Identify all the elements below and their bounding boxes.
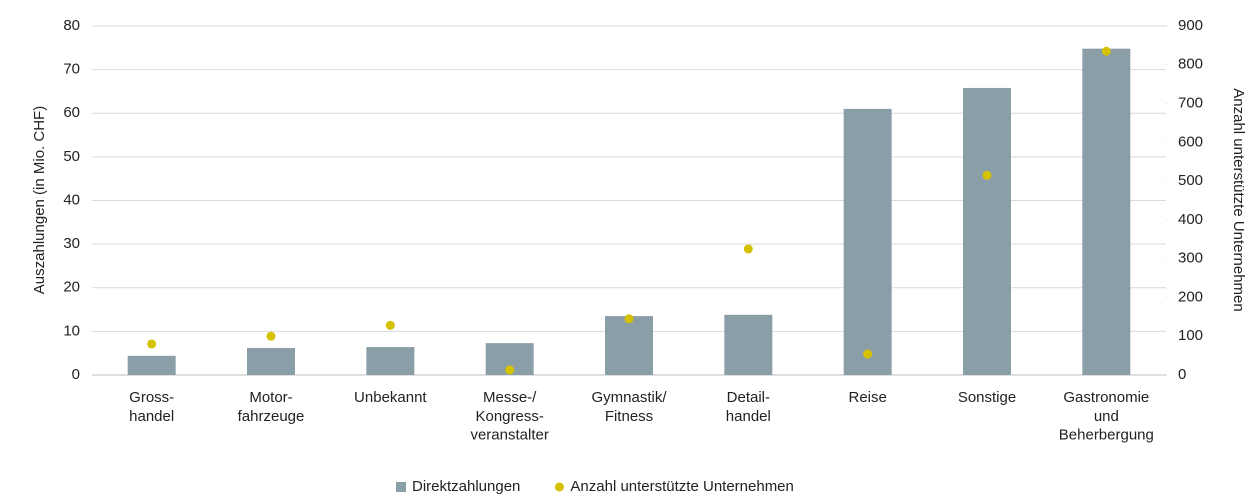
bar	[963, 87, 1011, 375]
dot	[982, 170, 992, 180]
x-tick-label: Unbekannt	[354, 389, 427, 406]
y2-tick-label: 800	[1178, 56, 1203, 73]
legend-swatch	[554, 482, 564, 492]
x-tick-label: Reise	[848, 389, 886, 406]
y-axis-title: Auszahlungen (in Mio. CHF)	[31, 106, 48, 294]
dot	[385, 320, 395, 330]
bar	[127, 355, 176, 375]
legend-swatch	[396, 482, 406, 492]
dot	[505, 365, 515, 375]
dot	[1101, 46, 1111, 56]
y-tick-label: 30	[63, 235, 80, 252]
x-tick-label: Sonstige	[958, 389, 1016, 406]
bar	[247, 347, 295, 375]
y-tick-label: 80	[63, 17, 80, 34]
legend-label: Anzahl unterstützte Unternehmen	[570, 478, 793, 495]
y2-tick-label: 0	[1178, 366, 1186, 383]
y-tick-label: 40	[63, 191, 80, 208]
y-tick-label: 10	[63, 322, 80, 339]
x-tick-label: Motor-fahrzeuge	[238, 389, 305, 425]
bar	[724, 314, 773, 375]
bar	[366, 347, 415, 375]
y-tick-label: 60	[63, 104, 80, 121]
y2-tick-label: 400	[1178, 211, 1203, 228]
legend-label: Direktzahlungen	[412, 478, 520, 495]
dot	[266, 331, 276, 341]
bar	[1082, 48, 1131, 376]
y2-tick-label: 500	[1178, 172, 1203, 189]
y-tick-label: 70	[63, 61, 80, 78]
dot	[624, 314, 634, 324]
y-tick-label: 20	[63, 279, 80, 296]
dot	[147, 339, 157, 349]
dot	[743, 244, 753, 254]
x-tick-label: Gastronomie und Beherbergung	[1059, 389, 1154, 444]
y2-tick-label: 200	[1178, 288, 1203, 305]
x-tick-label: Detail-handel	[726, 389, 771, 425]
y2-tick-label: 700	[1178, 95, 1203, 112]
x-tick-label: Gymnastik/Fitness	[591, 389, 667, 425]
y2-tick-label: 100	[1178, 327, 1203, 344]
dot	[863, 349, 873, 359]
bar	[843, 108, 892, 375]
y2-tick-label: 900	[1178, 17, 1203, 34]
x-tick-label: Gross-handel	[129, 389, 174, 425]
y2-axis-title: Anzahl unterstützte Unternehmen	[1230, 88, 1247, 311]
x-tick-label: Messe-/Kongress-veranstalter	[470, 389, 548, 444]
y-tick-label: 50	[63, 148, 80, 165]
y-tick-label: 0	[72, 366, 80, 383]
y2-tick-label: 600	[1178, 133, 1203, 150]
bar	[605, 316, 653, 375]
y2-tick-label: 300	[1178, 250, 1203, 267]
